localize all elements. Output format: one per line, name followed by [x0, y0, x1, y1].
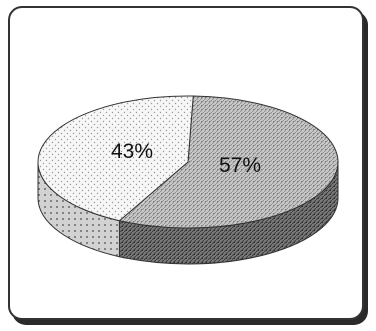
pie-slice-1: [37, 95, 194, 222]
pie-slice-0: [118, 95, 339, 229]
pie-slice-label-1: 43%: [111, 140, 153, 163]
pie-slice-label-0: 57%: [219, 154, 261, 177]
